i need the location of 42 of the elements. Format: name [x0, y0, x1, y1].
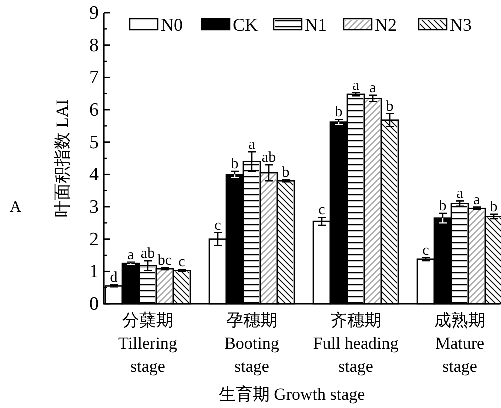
- legend-label: N1: [305, 15, 327, 35]
- y-tick-label: 4: [90, 164, 100, 186]
- data-label: a: [352, 78, 360, 94]
- y-tick-label: 3: [90, 197, 99, 218]
- data-label: a: [128, 247, 135, 264]
- data-label: b: [335, 104, 343, 121]
- y-axis-title: 叶面积指数 LAI: [53, 99, 72, 218]
- y-tick-label: 8: [90, 35, 99, 56]
- y-tick-label: 1: [90, 262, 99, 283]
- data-label: ab: [262, 150, 276, 166]
- data-label: a: [370, 80, 377, 96]
- y-tick-label: 6: [90, 100, 99, 121]
- text: A: [10, 199, 22, 216]
- data-label: a: [248, 137, 256, 154]
- data-label: bc: [158, 253, 172, 270]
- data-label: b: [386, 98, 394, 115]
- x-tick-label: 齐穗期 Full heading stage: [313, 311, 400, 376]
- data-label: c: [178, 254, 186, 271]
- data-label: ab: [140, 246, 156, 262]
- data-label: a: [456, 186, 464, 202]
- data-label: b: [439, 198, 447, 214]
- legend-label: CK: [233, 15, 258, 35]
- data-label: d: [110, 270, 118, 286]
- y-tick-label: 7: [90, 68, 99, 89]
- legend-label: N2: [375, 15, 397, 35]
- legend-label: N0: [161, 15, 183, 35]
- x-tick-label: 成熟期 Mature stage: [434, 311, 486, 376]
- y-tick-label: 5: [90, 132, 99, 154]
- data-label: a: [474, 192, 481, 208]
- data-label: b: [490, 199, 498, 216]
- x-axis-title: 生育期 Growth stage: [218, 385, 366, 404]
- data-label: b: [231, 156, 239, 172]
- legend-label: N3: [450, 15, 472, 35]
- y-tick-label: 9: [90, 3, 99, 24]
- data-label: c: [214, 218, 222, 234]
- y-tick-label: 2: [90, 229, 99, 250]
- x-tick-label: 分蘖期 Tillering stage: [118, 311, 178, 376]
- data-label: b: [282, 165, 290, 182]
- x-tick-label: 孕穗期 Booting stage: [224, 311, 280, 376]
- data-label: c: [422, 242, 430, 259]
- data-label: c: [318, 202, 326, 219]
- y-tick-label: 0: [90, 294, 99, 315]
